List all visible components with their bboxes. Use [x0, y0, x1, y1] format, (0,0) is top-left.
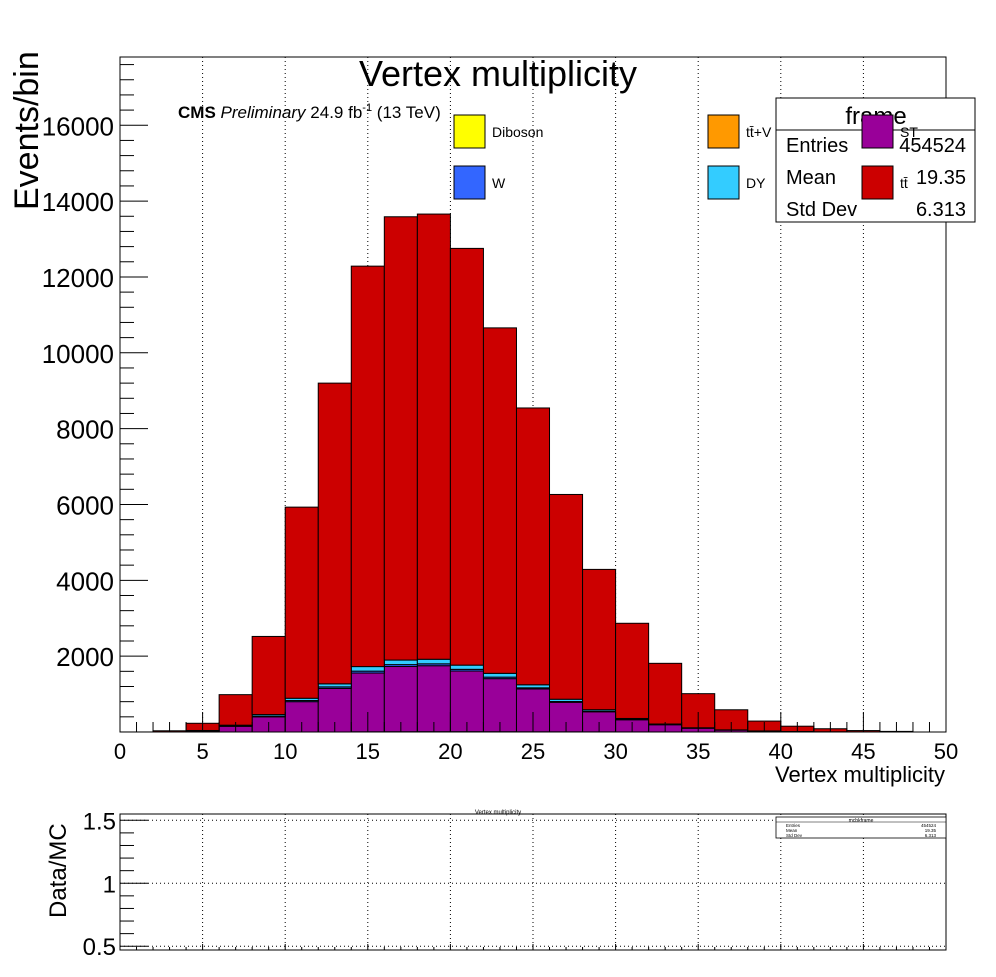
ratio-mini-stats-title: mcbkframe [849, 818, 874, 824]
bar-tt-bin-18 [417, 214, 450, 659]
ratio-y-tick-label-1.5: 1.5 [83, 808, 116, 835]
ratio-y-tick-label-0.5: 0.5 [83, 934, 116, 961]
ratio-y-tick-label-1: 1 [103, 871, 116, 898]
x-tick-label-45: 45 [851, 739, 875, 764]
stats-stddev-value: 6.313 [916, 199, 966, 221]
bar-tt-bin-8 [252, 636, 285, 714]
legend-label-ST: ST [900, 124, 918, 140]
bar-tt-bin-30 [616, 623, 649, 718]
y-axis-label: Events/bin [8, 51, 46, 210]
bar-ST-bin-16 [384, 667, 417, 732]
bar-ST-bin-18 [417, 666, 450, 732]
y-tick-label-10000: 10000 [42, 339, 114, 369]
x-tick-label-15: 15 [356, 739, 380, 764]
legend-swatch-W [454, 166, 485, 199]
x-tick-label-30: 30 [603, 739, 627, 764]
cms-label: CMS Preliminary 24.9 fb-1 (13 TeV) [178, 102, 441, 122]
x-axis-label: Vertex multiplicity [775, 762, 945, 787]
y-tick-label-2000: 2000 [56, 642, 114, 672]
legend-label-DY: DY [746, 175, 766, 191]
x-tick-label-50: 50 [934, 739, 958, 764]
ratio-mini-stddev-value: 6.313 [925, 833, 937, 838]
x-tick-label-25: 25 [521, 739, 545, 764]
bar-DY-bin-20 [450, 665, 483, 669]
bar-DY-bin-14 [351, 667, 384, 672]
x-tick-label-10: 10 [273, 739, 297, 764]
legend-label-ttV: tt̄+V [746, 124, 772, 140]
bar-tt-bin-14 [351, 266, 384, 666]
bar-tt-bin-32 [649, 663, 682, 724]
legend-label-Diboson: Diboson [492, 124, 543, 140]
x-tick-label-40: 40 [769, 739, 793, 764]
bar-DY-bin-18 [417, 659, 450, 664]
x-tick-label-0: 0 [114, 739, 126, 764]
legend-label-W: W [492, 175, 506, 191]
ratio-mini-title: Vertex multiplicity [475, 810, 521, 816]
x-tick-label-5: 5 [196, 739, 208, 764]
legend-swatch-DY [708, 166, 739, 199]
bar-DY-bin-16 [384, 660, 417, 665]
bar-tt-bin-24 [516, 408, 549, 685]
legend-swatch-ttV [708, 115, 739, 148]
bar-tt-bin-16 [384, 217, 417, 660]
legend-swatch-Diboson [454, 115, 485, 148]
bar-tt-bin-28 [583, 569, 616, 709]
y-tick-label-12000: 12000 [42, 263, 114, 293]
bar-DY-bin-22 [483, 673, 516, 677]
bar-tt-bin-10 [285, 507, 318, 698]
bar-tt-bin-22 [483, 328, 516, 673]
stats-mean-value: 19.35 [916, 167, 966, 189]
bar-tt-bin-6 [219, 695, 252, 726]
y-tick-label-8000: 8000 [56, 415, 114, 445]
stats-mean-label: Mean [786, 167, 836, 189]
y-tick-label-6000: 6000 [56, 490, 114, 520]
y-tick-label-14000: 14000 [42, 187, 114, 217]
x-tick-label-20: 20 [438, 739, 462, 764]
ratio-mini-stats: mcbkframe Entries 454524 Mean 19.35 Std … [776, 817, 946, 838]
y-tick-label-4000: 4000 [56, 566, 114, 596]
stats-entries-label: Entries [786, 135, 848, 157]
bar-tt-bin-26 [550, 494, 583, 699]
legend-swatch-tt [862, 166, 893, 199]
ratio-y-axis-label: Data/MC [45, 823, 72, 918]
bar-tt-bin-12 [318, 383, 351, 684]
bar-tt-bin-20 [450, 248, 483, 665]
stats-stddev-label: Std Dev [786, 199, 857, 221]
y-tick-label-16000: 16000 [42, 111, 114, 141]
x-tick-label-35: 35 [686, 739, 710, 764]
ratio-mini-stddev-label: Std Dev [786, 833, 803, 838]
chart-title: Vertex multiplicity [359, 53, 637, 94]
legend-swatch-ST [862, 115, 893, 148]
legend-label-tt: tt̄ [900, 175, 908, 191]
